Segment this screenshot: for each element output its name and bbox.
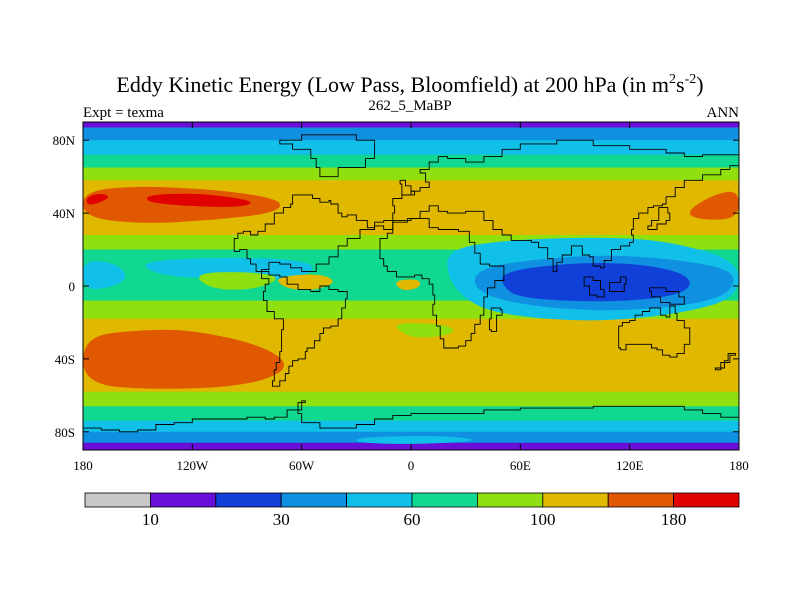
continent-outline	[618, 305, 691, 358]
colorbar-box	[215, 492, 282, 508]
colorbar-label: 10	[142, 510, 159, 529]
colorbar-box	[673, 492, 740, 508]
title-superscript-2: -2	[685, 72, 697, 87]
colorbar-box	[542, 492, 609, 508]
colorbar-box	[476, 492, 544, 508]
contour-regions	[83, 186, 739, 444]
continent-outline	[261, 270, 348, 387]
x-tick-label: 0	[408, 458, 415, 473]
continent-outline	[649, 287, 685, 305]
chart-title: Eddy Kinetic Energy (Low Pass, Bloomfiel…	[116, 72, 703, 97]
colorbar-box	[607, 492, 675, 508]
contour-region	[396, 279, 421, 291]
contour-band	[83, 154, 739, 169]
y-axis: 80N 40N 0 40S 80S	[53, 133, 739, 440]
contour-region	[199, 272, 276, 290]
continent-outline	[279, 134, 376, 178]
continent-outline	[233, 139, 739, 272]
contour-region	[146, 193, 251, 207]
contour-region	[396, 323, 453, 338]
y-tick-label: 0	[69, 279, 76, 294]
contour-band	[83, 140, 739, 156]
colorbar-box	[411, 492, 478, 508]
y-tick-label: 40S	[55, 352, 75, 367]
x-axis: 180 120W 60W 0 60E 120E 180	[73, 122, 749, 473]
continent-outline	[488, 307, 503, 333]
y-tick-label: 80S	[55, 425, 75, 440]
contour-region	[86, 194, 109, 205]
contour-region	[502, 263, 690, 302]
colorbar-box	[280, 492, 348, 508]
contour-band	[83, 127, 739, 141]
subtitle-right: ANN	[707, 105, 740, 121]
title-main: Eddy Kinetic Energy (Low Pass, Bloomfiel…	[116, 72, 669, 97]
x-tick-label: 60W	[289, 458, 315, 473]
colorbar-box	[84, 492, 151, 508]
x-tick-label: 60E	[510, 458, 531, 473]
colorbar-label: 180	[661, 510, 687, 529]
y-tick-label: 40N	[53, 206, 76, 221]
contour-band	[83, 167, 739, 181]
continent-outlines	[83, 134, 739, 450]
title-superscript-1: 2	[669, 72, 676, 87]
contour-region	[689, 191, 739, 220]
contour-region	[145, 257, 313, 280]
colorbar-label: 30	[273, 510, 290, 529]
title-middle: s	[676, 72, 685, 97]
contour-band	[83, 420, 739, 433]
colorbar-box	[149, 492, 217, 508]
contour-region	[83, 329, 285, 389]
subtitle-left: Expt = texma	[83, 105, 164, 121]
continent-outline	[609, 276, 627, 292]
subtitle-center: 262_5_MaBP	[368, 98, 451, 114]
x-tick-label: 120W	[176, 458, 209, 473]
colorbar-box	[346, 492, 413, 508]
colorbar-label: 60	[404, 510, 421, 529]
contour-region	[278, 274, 333, 291]
plot-area	[83, 122, 739, 450]
y-tick-label: 80N	[53, 133, 76, 148]
continent-outline	[647, 207, 671, 230]
colorbar: 10 30 60 100 180	[84, 492, 740, 529]
contour-region	[83, 260, 126, 289]
x-tick-label: 120E	[616, 458, 644, 473]
continent-outline	[714, 352, 736, 371]
continent-outline	[379, 218, 505, 349]
continent-outline	[399, 179, 416, 196]
continent-outline	[583, 276, 605, 298]
x-tick-label: 180	[73, 458, 93, 473]
x-tick-label: 180	[729, 458, 749, 473]
contour-band	[83, 391, 739, 407]
continent-outline	[83, 400, 739, 450]
colorbar-label: 100	[530, 510, 556, 529]
contour-region	[356, 436, 472, 444]
title-end: )	[696, 72, 703, 97]
